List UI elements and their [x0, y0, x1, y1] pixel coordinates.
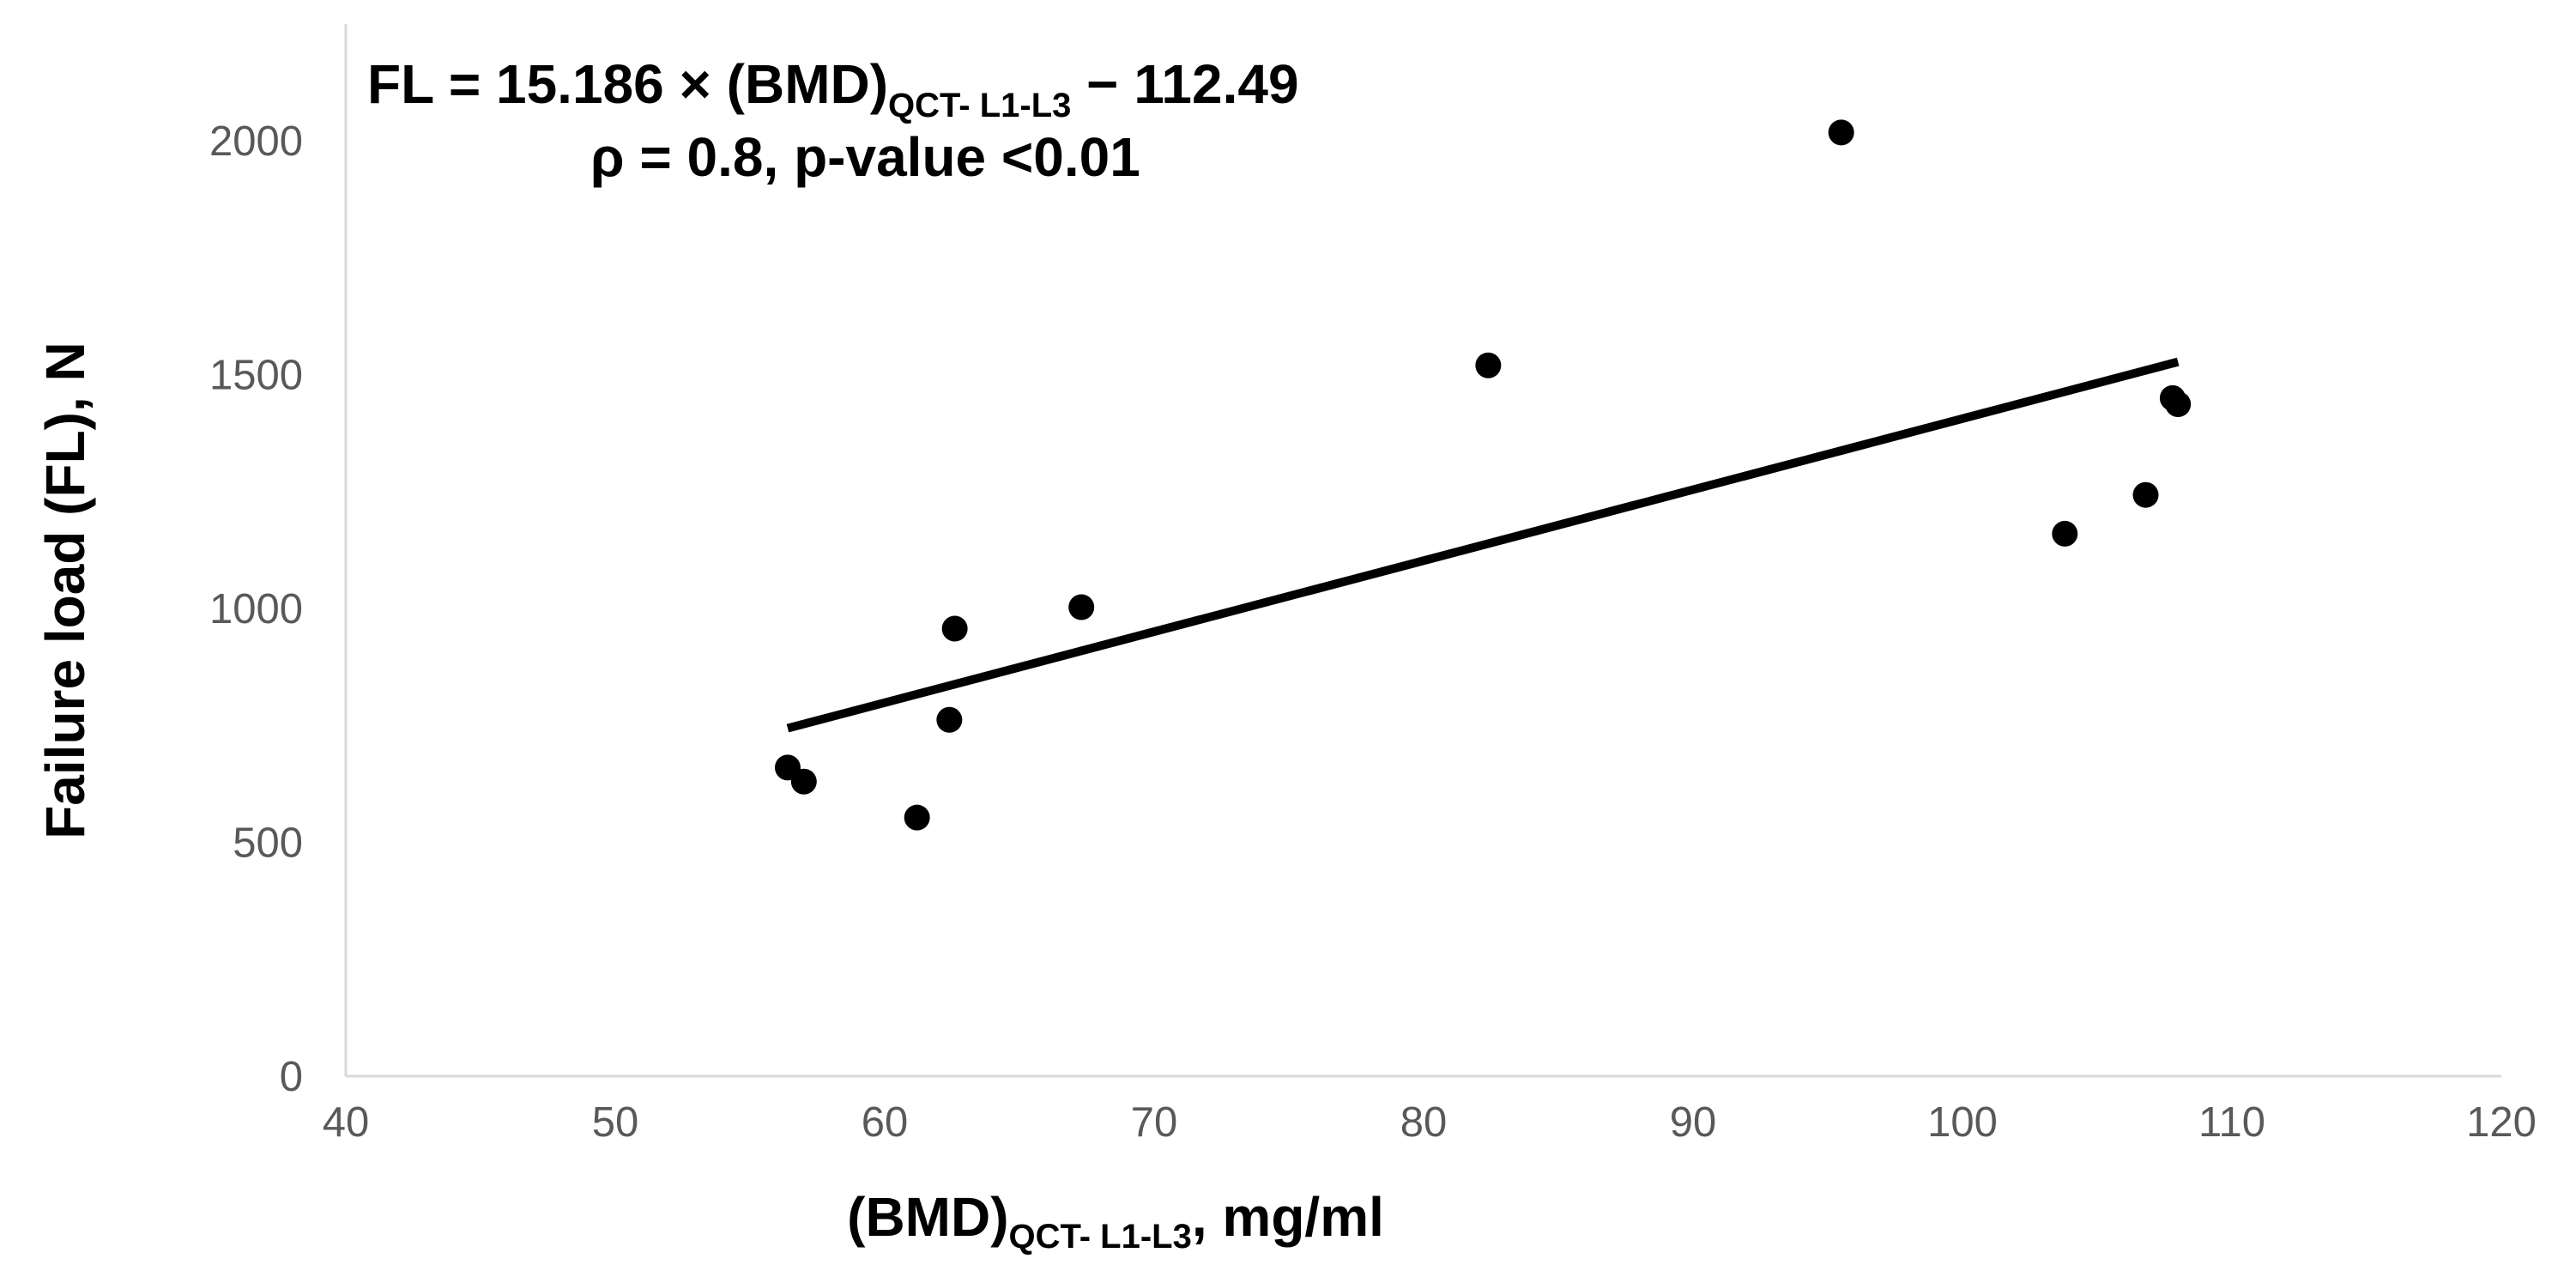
x-axis-title: (BMD)QCT- L1-L3, mg/ml: [847, 1186, 1384, 1256]
equation-subscript: QCT- L1-L3: [888, 87, 1071, 124]
y-axis-title: Failure load (FL), N: [34, 342, 96, 839]
y-tick-label: 2000: [209, 118, 303, 165]
x-axis-ticks: 40 50 60 70 80 90 100 110 120: [323, 1099, 2537, 1146]
stats-annotation: ρ = 0.8, p-value <0.01: [590, 126, 1140, 188]
data-points: [774, 119, 2192, 831]
data-point-8: [1828, 119, 1854, 146]
data-point-5: [941, 615, 968, 642]
y-tick-label: 1000: [209, 586, 303, 632]
data-point-12: [2165, 390, 2192, 417]
x-axis-title-subscript: QCT- L1-L3: [1009, 1218, 1192, 1256]
x-axis-title-suffix: , mg/ml: [1192, 1186, 1384, 1248]
data-point-10: [2132, 481, 2159, 508]
data-point-3: [904, 804, 930, 831]
data-point-6: [1068, 594, 1095, 620]
equation-suffix: − 112.49: [1071, 53, 1298, 115]
x-tick-label: 120: [2466, 1099, 2537, 1146]
equation-prefix: FL = 15.186 × (BMD): [367, 53, 888, 115]
y-tick-label: 500: [233, 820, 303, 867]
x-tick-label: 50: [592, 1099, 639, 1146]
x-axis-title-main: (BMD): [847, 1186, 1008, 1248]
x-tick-label: 80: [1400, 1099, 1448, 1146]
y-tick-label: 0: [280, 1054, 303, 1100]
x-tick-label: 100: [1927, 1099, 1998, 1146]
data-point-4: [936, 706, 963, 733]
x-tick-label: 110: [2198, 1099, 2265, 1146]
x-tick-label: 90: [1670, 1099, 1717, 1146]
trendline: [786, 357, 2180, 733]
equation-annotation: FL = 15.186 × (BMD)QCT- L1-L3 − 112.49: [367, 53, 1299, 124]
data-point-7: [1475, 352, 1502, 378]
x-tick-label: 60: [862, 1099, 909, 1146]
data-point-2: [790, 768, 817, 795]
data-point-9: [2052, 520, 2078, 547]
y-tick-label: 1500: [209, 353, 303, 399]
x-tick-label: 70: [1131, 1099, 1178, 1146]
x-tick-label: 40: [323, 1099, 370, 1146]
y-axis-ticks: 0 500 1000 1500 2000: [209, 118, 303, 1100]
